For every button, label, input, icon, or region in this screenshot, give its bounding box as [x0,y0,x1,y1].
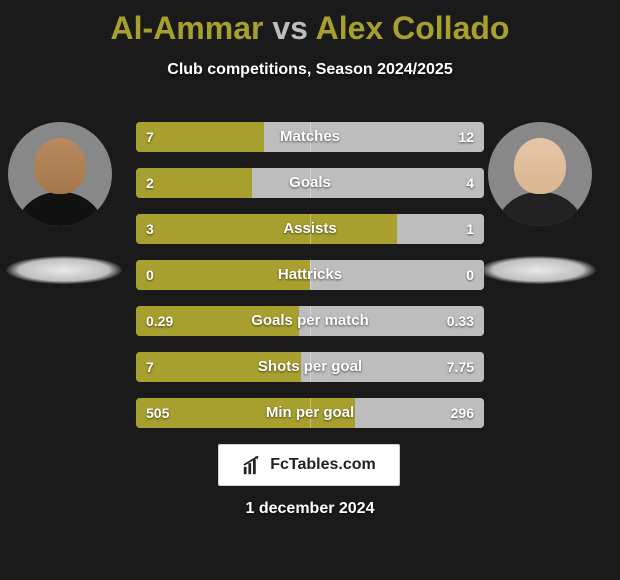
stat-row: Matches7 12 [136,122,484,152]
stat-value-left: 7 [146,352,154,382]
stat-value-left: 7 [146,122,154,152]
stat-label: Min per goal [136,398,484,428]
stat-value-right: 4 [466,168,474,198]
brand-logo: FcTables.com [218,444,400,486]
stat-value-right: 12 [458,122,474,152]
stat-row: Goals2 4 [136,168,484,198]
avatar-player2 [488,122,592,226]
stat-row: Goals per match0.29 0.33 [136,306,484,336]
avatar-shadow-left [6,256,122,284]
stat-row: Hattricks0 0 [136,260,484,290]
stat-value-right: 1 [466,214,474,244]
stat-row: Min per goal505 296 [136,398,484,428]
stat-bars: Matches712Goals24Assists31Hattricks00Goa… [136,122,484,444]
title-vs: vs [272,10,308,46]
stat-value-left: 0.29 [146,306,173,336]
avatar-shadow-right [480,256,596,284]
avatar-player1 [8,122,112,226]
subtitle: Club competitions, Season 2024/2025 [0,61,620,79]
stat-label: Shots per goal [136,352,484,382]
page-title: Al-Ammar vs Alex Collado [0,0,620,47]
fctables-icon [242,454,264,476]
stat-row: Shots per goal7 7.75 [136,352,484,382]
stat-value-right: 0.33 [447,306,474,336]
stat-value-left: 505 [146,398,169,428]
stat-value-right: 0 [466,260,474,290]
brand-logo-text: FcTables.com [270,456,376,474]
stat-value-right: 296 [451,398,474,428]
date-label: 1 december 2024 [0,500,620,518]
title-player2: Alex Collado [316,10,510,46]
stat-value-left: 3 [146,214,154,244]
title-player1: Al-Ammar [111,10,264,46]
stat-label: Assists [136,214,484,244]
stat-value-right: 7.75 [447,352,474,382]
stat-value-left: 0 [146,260,154,290]
stat-label: Goals [136,168,484,198]
stat-value-left: 2 [146,168,154,198]
stat-label: Goals per match [136,306,484,336]
stat-label: Hattricks [136,260,484,290]
stat-row: Assists3 1 [136,214,484,244]
stat-label: Matches [136,122,484,152]
